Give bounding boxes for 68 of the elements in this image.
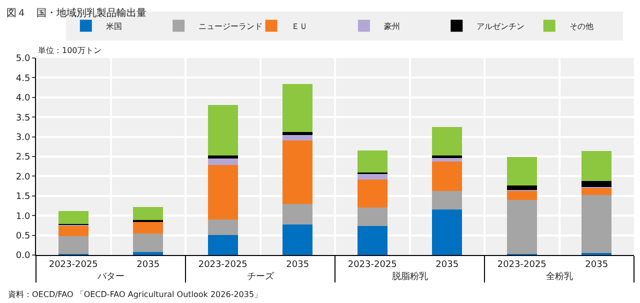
x-tick-label: 2035 [585,260,608,270]
bar [432,210,462,255]
y-tick-label: 1.5 [16,192,30,202]
legend-label: 豪州 [384,22,400,31]
bar [282,84,313,132]
bar [432,126,462,156]
legend-label: その他 [569,22,594,31]
bar [208,164,238,220]
bar [357,226,388,255]
bar [282,134,313,141]
bar [58,236,88,254]
bar [506,156,537,186]
text: 全粉乳 [546,270,573,282]
bar [133,252,164,255]
text: 単位：100万トン [38,46,102,55]
bar [582,150,612,181]
legend-label: ニュージーランド [198,22,263,31]
legend-label: ＥＵ [291,22,308,31]
bar [208,220,238,235]
y-tick-label: 3.5 [16,113,30,124]
y-tick-label: 5.0 [16,54,30,64]
text: 脱脂粉乳 [392,270,428,282]
bar [133,222,164,234]
chart-title: 図４ 国・地域別乳製品輸出量 [6,7,146,20]
bar [432,190,462,210]
text: 資料：OECD/FAO 「OECD-FAO Agricultural Outlook 2026-2035」 [8,290,262,299]
bar [357,174,388,180]
bar [357,208,388,226]
y-tick-label: 1.0 [16,212,30,222]
bar [58,225,88,236]
x-tick-label: 2035 [286,260,310,270]
bar [357,179,388,208]
bar [432,162,462,191]
bar [282,140,313,204]
bar [282,132,313,135]
bar [506,190,537,200]
bar [582,188,612,196]
bar [133,233,164,252]
y-tick-label: 0.0 [16,251,30,262]
bar [357,150,388,172]
x-tick-label: 2023-2025 [198,260,248,270]
bar [582,195,612,254]
x-tick-label: 2023-2025 [497,260,546,270]
bar [208,104,238,156]
bar [208,234,238,255]
x-tick-label: 2035 [436,260,459,270]
y-tick-label: 4.0 [16,94,30,104]
legend-label: 米国 [106,22,122,31]
text: バター [96,272,124,282]
y-tick-label: 4.5 [16,74,30,84]
y-tick-label: 2.0 [16,172,30,182]
bar [208,158,238,165]
x-tick-label: 2023-2025 [48,260,98,270]
y-tick-label: 0.5 [16,231,30,242]
bar [282,204,313,225]
bar [506,185,537,190]
y-tick-label: 3.0 [16,132,30,143]
bar [582,180,612,188]
y-tick-label: 2.5 [16,152,30,163]
text: チーズ [246,270,275,282]
x-tick-label: 2035 [136,260,160,270]
legend-label: アルゼンチン [476,22,525,31]
bar [282,224,313,255]
bar [506,200,537,254]
bar [133,206,164,220]
x-tick-label: 2023-2025 [348,260,397,270]
bar [208,155,238,158]
bar [58,210,88,224]
